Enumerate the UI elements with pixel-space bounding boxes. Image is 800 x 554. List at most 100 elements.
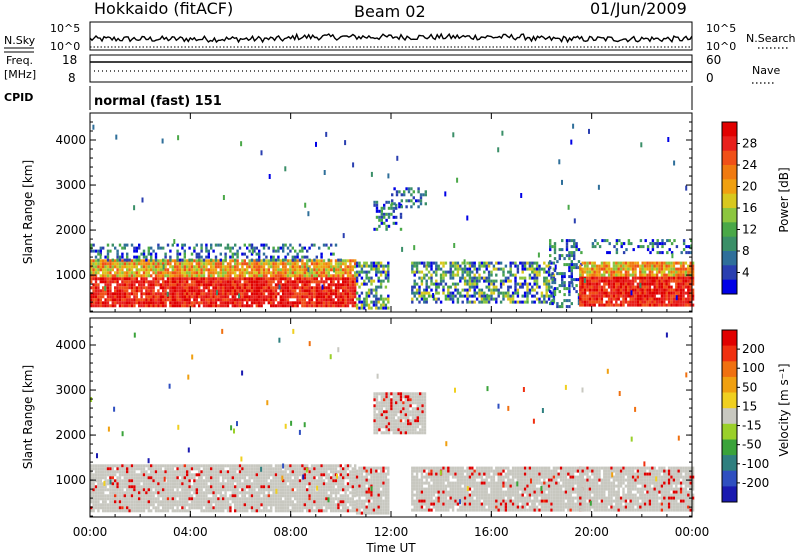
colorbar-swatch — [722, 222, 737, 238]
heatmap-cell — [121, 301, 124, 305]
heatmap-cell — [591, 264, 594, 268]
heatmap-cell — [195, 280, 198, 284]
heatmap-cell — [258, 494, 261, 498]
heatmap-cell — [415, 291, 419, 295]
heatmap-cell — [685, 251, 688, 255]
heatmap-cell — [418, 261, 421, 265]
heatmap-cell — [284, 482, 287, 486]
heatmap-cell — [212, 506, 215, 510]
heatmap-cell — [241, 262, 244, 266]
heatmap-cell — [294, 280, 297, 284]
heatmap-cell — [607, 270, 611, 274]
heatmap-cell — [682, 291, 685, 295]
heatmap-cell — [219, 286, 222, 290]
heatmap-cell — [417, 199, 420, 203]
heatmap-cell — [234, 473, 237, 477]
heatmap-cell — [449, 291, 452, 295]
heatmap-cell — [310, 298, 314, 302]
heatmap-cell — [631, 285, 635, 289]
heatmap-cell — [310, 301, 314, 305]
heatmap-cell — [603, 294, 606, 298]
heatmap-cell — [226, 301, 230, 305]
heatmap-cell — [423, 288, 426, 292]
heatmap-cell — [178, 280, 182, 284]
heatmap-cell — [111, 464, 114, 468]
heatmap-cell — [641, 294, 644, 298]
heatmap-cell — [687, 270, 690, 274]
heatmap-cell — [352, 162, 355, 168]
heatmap-cell — [123, 500, 126, 504]
heatmap-cell — [375, 288, 378, 292]
heatmap-cell — [600, 264, 604, 268]
heatmap-cell — [382, 297, 385, 301]
heatmap-cell — [521, 294, 524, 298]
heatmap-cell — [535, 285, 539, 289]
heatmap-cell — [152, 289, 155, 293]
heatmap-cell — [277, 485, 280, 489]
heatmap-cell — [349, 280, 352, 284]
heatmap-cell — [663, 297, 666, 301]
heatmap-cell — [212, 473, 215, 477]
heatmap-cell — [193, 259, 196, 263]
heatmap-cell — [286, 488, 290, 492]
heatmap-cell — [260, 497, 263, 501]
heatmap-cell — [342, 262, 345, 266]
heatmap-cell — [634, 285, 637, 289]
heatmap-cell — [135, 500, 138, 504]
heatmap-cell — [176, 295, 179, 299]
heatmap-cell — [214, 482, 218, 486]
heatmap-cell — [631, 297, 635, 301]
heatmap-cell — [379, 282, 383, 286]
heatmap-cell — [363, 297, 366, 301]
heatmap-cell — [248, 280, 251, 284]
heatmap-cell — [327, 265, 330, 269]
heatmap-cell — [178, 274, 182, 278]
heatmap-cell — [159, 488, 162, 492]
heatmap-cell — [231, 301, 234, 305]
heatmap-cell — [497, 267, 500, 271]
heatmap-cell — [354, 271, 357, 275]
heatmap-cell — [159, 491, 162, 495]
heatmap-cell — [286, 473, 290, 477]
heatmap-cell — [157, 488, 160, 492]
heatmap-cell — [351, 292, 354, 296]
heatmap-cell — [570, 263, 573, 267]
heatmap-cell — [631, 261, 635, 265]
heatmap-cell — [315, 304, 318, 308]
heatmap-cell — [279, 470, 282, 474]
heatmap-cell — [344, 298, 347, 302]
heatmap-cell — [126, 506, 129, 510]
heatmap-cell — [90, 271, 93, 275]
heatmap-cell — [294, 286, 297, 290]
heatmap-cell — [207, 292, 210, 296]
heatmap-cell — [533, 276, 536, 280]
heatmap-cell — [171, 476, 174, 480]
heatmap-cell — [258, 258, 261, 262]
heatmap-cell — [121, 298, 124, 302]
heatmap-cell — [306, 301, 309, 305]
heatmap-cell — [210, 503, 213, 507]
heatmap-cell — [425, 273, 428, 277]
heatmap-cell — [370, 267, 373, 271]
heatmap-cell — [222, 265, 225, 269]
heatmap-cell — [690, 239, 693, 243]
heatmap-cell — [140, 506, 143, 510]
heatmap-cell — [691, 294, 695, 298]
heatmap-cell — [154, 255, 158, 259]
nave-label: Nave — [752, 64, 780, 77]
heatmap-cell — [646, 282, 649, 286]
heatmap-cell — [344, 292, 347, 296]
heatmap-cell — [198, 497, 201, 501]
heatmap-cell — [298, 479, 302, 483]
heatmap-cell — [351, 265, 354, 269]
heatmap-cell — [641, 270, 644, 274]
heatmap-cell — [656, 245, 659, 249]
heatmap-cell — [454, 282, 457, 286]
heatmap-cell — [605, 261, 608, 265]
heatmap-cell — [217, 470, 220, 474]
heatmap-cell — [258, 506, 261, 510]
heatmap-cell — [583, 261, 587, 265]
heatmap-cell — [306, 286, 309, 290]
heatmap-cell — [195, 277, 198, 281]
heatmap-cell — [349, 286, 352, 290]
